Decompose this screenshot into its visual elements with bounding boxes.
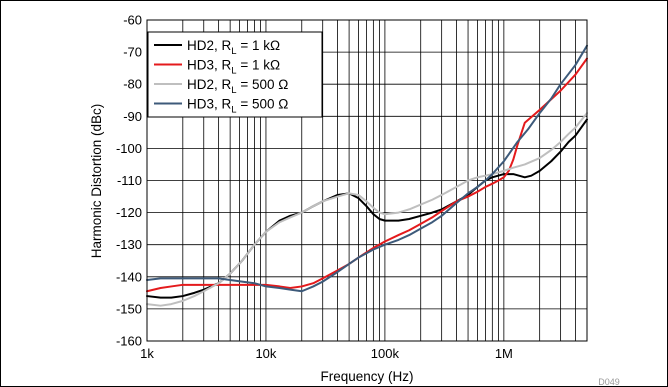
x-tick-labels: 1k 10k 100k 1M	[140, 346, 513, 361]
series-line	[146, 112, 588, 307]
y-tick-label: -110	[117, 173, 142, 188]
x-tick-label: 10k	[255, 346, 276, 361]
x-tick-label: 1M	[495, 346, 513, 361]
y-tick-label: -140	[116, 269, 142, 284]
legend-label: HD3, RL = 500 Ω	[187, 97, 288, 116]
legend-label: HD3, RL = 1 kΩ	[187, 58, 280, 77]
legend-label: HD2, RL = 1 kΩ	[187, 38, 280, 57]
x-axis-title: Frequency (Hz)	[320, 369, 413, 384]
x-tick-label: 100k	[371, 346, 400, 361]
plot-border	[146, 19, 588, 342]
legend-label: HD2, RL = 500 Ω	[187, 77, 288, 96]
y-tick-label: -60	[123, 13, 142, 28]
figure-id: D049	[598, 377, 620, 386]
series-layer	[146, 44, 588, 307]
y-tick-label: -70	[123, 45, 142, 60]
y-tick-label: -120	[116, 205, 142, 220]
y-tick-label: -90	[123, 109, 142, 124]
series-line	[146, 57, 588, 293]
x-tick-label: 1k	[140, 346, 154, 361]
y-tick-label: -150	[116, 301, 142, 316]
series-line	[146, 44, 588, 293]
y-tick-label: -80	[123, 77, 142, 92]
y-tick-label: -100	[116, 141, 142, 156]
y-tick-label: -130	[116, 237, 142, 252]
y-axis-title: Harmonic Distortion (dBc)	[89, 104, 104, 259]
y-tick-label: -160	[116, 334, 142, 349]
y-tick-labels: -60 -70 -80 -90 -100 -110 -120 -130 -140 -150 -160	[116, 13, 142, 349]
